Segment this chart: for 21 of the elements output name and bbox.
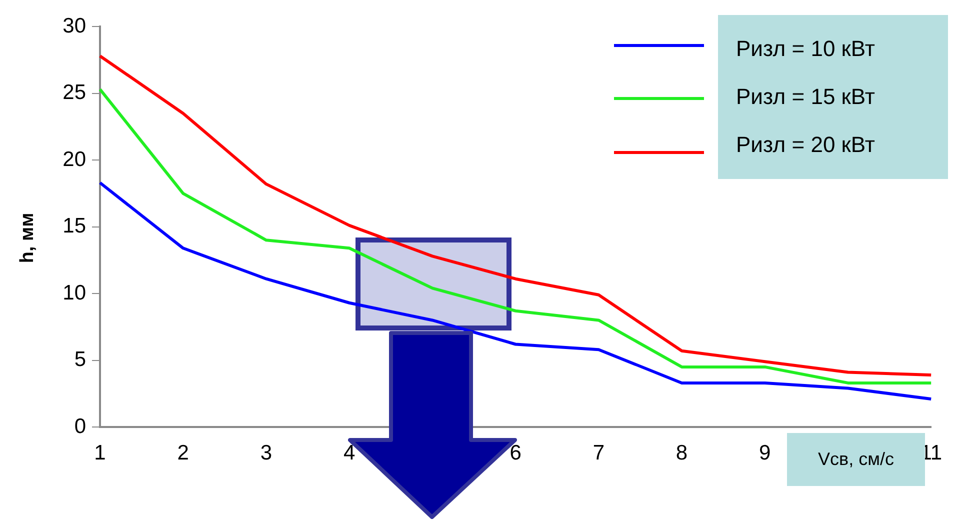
- x-tick-label: 3: [260, 441, 272, 464]
- y-tick-label: 5: [74, 348, 86, 372]
- x-tick-label: 7: [592, 441, 605, 464]
- legend-label: Ризл = 15 кВт: [736, 83, 876, 111]
- label-panel: Vсв, см/с: [787, 433, 925, 486]
- y-tick-label: 30: [62, 14, 86, 38]
- x-tick-label: 1: [94, 441, 106, 464]
- x-tick-label: 2: [177, 441, 189, 464]
- x-tick-label: 8: [676, 441, 688, 464]
- x-tick-label: 9: [759, 441, 771, 464]
- y-tick-label: 10: [62, 281, 86, 304]
- y-tick-label: 20: [62, 148, 86, 171]
- x-tick-label: 6: [510, 441, 522, 464]
- y-axis-title: h, мм: [17, 212, 39, 264]
- legend-label: Ризл = 10 кВт: [736, 35, 876, 63]
- y-tick-label: 25: [62, 81, 86, 104]
- y-tick-label: 15: [62, 214, 86, 238]
- legend-panel: Ризл = 10 кВт Ризл = 15 кВт Ризл = 20 кВт: [718, 15, 948, 179]
- y-tick-label: 0: [74, 414, 86, 438]
- legend-label: Ризл = 20 кВт: [736, 131, 876, 159]
- x-tick-label: 4: [343, 441, 356, 464]
